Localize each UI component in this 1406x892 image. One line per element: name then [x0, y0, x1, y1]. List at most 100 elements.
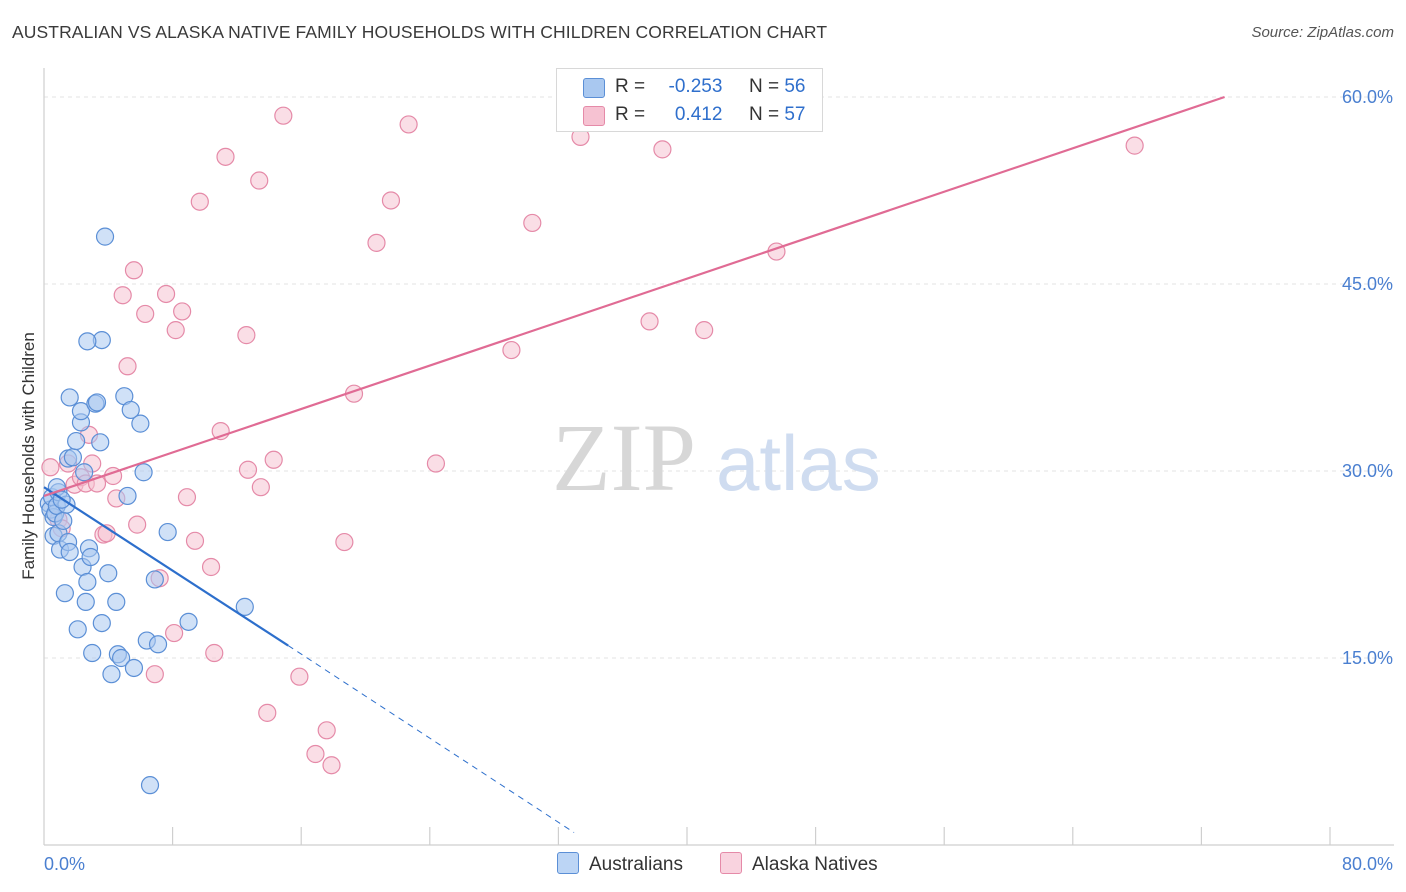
point-australians [235, 597, 254, 616]
point-australians [71, 402, 91, 421]
point-alaska-natives [250, 171, 269, 190]
correlation-legend: R = -0.253 N = 56 R = 0.412 N = 57 [556, 68, 823, 132]
legend-r-value: -0.253 [668, 76, 723, 97]
trend-line-australians-extension [287, 645, 575, 833]
point-australians [99, 564, 118, 583]
point-alaska-natives [238, 460, 258, 479]
point-australians [60, 388, 79, 407]
legend-swatch-pink [583, 106, 605, 126]
legend-swatch-alaska-natives [720, 852, 742, 874]
point-australians [60, 542, 79, 562]
legend-swatch-blue [583, 78, 605, 98]
series-australians [39, 227, 254, 795]
point-australians [75, 463, 94, 482]
point-alaska-natives [274, 106, 293, 125]
point-australians [107, 592, 126, 612]
legend-swatch-australians [557, 852, 579, 874]
point-australians [76, 592, 95, 612]
point-alaska-natives [335, 532, 354, 552]
point-australians [87, 393, 107, 412]
y-axis-label: Family Households with Children [19, 332, 38, 580]
y-tick-label: 60.0% [1342, 87, 1393, 107]
point-alaska-natives [258, 703, 277, 722]
point-alaska-natives [237, 326, 256, 345]
point-australians [134, 463, 153, 482]
point-australians [92, 613, 111, 633]
point-australians [102, 665, 121, 684]
legend-r-label: R = [615, 104, 646, 125]
point-australians [68, 620, 87, 639]
point-alaska-natives [426, 454, 446, 473]
x-tick-label-max: 80.0% [1342, 854, 1393, 874]
trend-line-alaska-natives [43, 95, 1225, 497]
point-alaska-natives [136, 304, 155, 324]
point-alaska-natives [1125, 136, 1144, 155]
watermark: ZIP atlas [552, 404, 881, 511]
point-australians [145, 570, 164, 589]
legend-label-alaska-natives: Alaska Natives [752, 854, 878, 875]
point-australians [63, 448, 83, 467]
legend-n-value: 57 [784, 104, 806, 125]
source-label: Source: ZipAtlas.com [1251, 24, 1394, 41]
grid [44, 96, 1394, 659]
point-australians [95, 227, 115, 246]
y-tick-label: 15.0% [1342, 648, 1393, 668]
chart-title: AUSTRALIAN VS ALASKA NATIVE FAMILY HOUSE… [12, 22, 828, 42]
series-legend: Australians Alaska Natives [0, 852, 1406, 878]
legend-item-australians[interactable]: Australians [557, 852, 683, 876]
point-alaska-natives [523, 213, 542, 233]
point-alaska-natives [317, 721, 336, 740]
point-australians [55, 584, 74, 603]
point-australians [83, 643, 102, 663]
point-australians [78, 332, 97, 351]
legend-n-value: 56 [784, 76, 806, 97]
point-alaska-natives [201, 557, 221, 577]
legend-n-label: N = [748, 76, 780, 97]
point-alaska-natives [290, 667, 309, 686]
legend-label-australians: Australians [589, 854, 683, 875]
point-alaska-natives [166, 321, 185, 340]
legend-r-value: 0.412 [674, 104, 723, 125]
point-alaska-natives [190, 192, 209, 211]
point-alaska-natives [165, 623, 184, 643]
point-alaska-natives [695, 321, 714, 340]
point-australians [140, 776, 160, 795]
point-alaska-natives [205, 643, 224, 663]
point-australians [111, 648, 131, 668]
trend-line-australians [43, 486, 289, 647]
point-australians [131, 414, 150, 433]
y-tick-label: 45.0% [1342, 274, 1393, 294]
legend-r-label: R = [615, 76, 646, 97]
point-alaska-natives [367, 233, 386, 252]
watermark-zip: ZIP [552, 404, 696, 511]
point-australians [78, 572, 97, 592]
legend-item-alaska-natives[interactable]: Alaska Natives [720, 852, 878, 876]
point-australians [54, 511, 73, 530]
point-alaska-natives [264, 450, 283, 469]
x-tick-label-min: 0.0% [44, 854, 85, 874]
point-alaska-natives [653, 140, 672, 159]
point-alaska-natives [113, 286, 132, 305]
point-alaska-natives [502, 340, 521, 360]
point-australians [118, 486, 137, 506]
point-alaska-natives [399, 115, 418, 134]
point-alaska-natives [118, 357, 137, 376]
point-alaska-natives [41, 458, 60, 477]
point-australians [91, 433, 110, 452]
point-alaska-natives [216, 147, 235, 166]
point-alaska-natives [128, 515, 147, 534]
point-alaska-natives [173, 302, 192, 321]
point-alaska-natives [640, 312, 659, 331]
point-alaska-natives [156, 284, 176, 304]
point-alaska-natives [185, 531, 205, 550]
point-alaska-natives [251, 478, 270, 497]
y-tick-label: 30.0% [1342, 461, 1393, 481]
point-australians [81, 547, 100, 567]
point-alaska-natives [177, 488, 197, 507]
point-alaska-natives [322, 756, 341, 775]
point-australians [67, 431, 86, 451]
point-australians [121, 400, 140, 420]
trend-lines [43, 95, 1225, 833]
point-alaska-natives [306, 744, 325, 764]
